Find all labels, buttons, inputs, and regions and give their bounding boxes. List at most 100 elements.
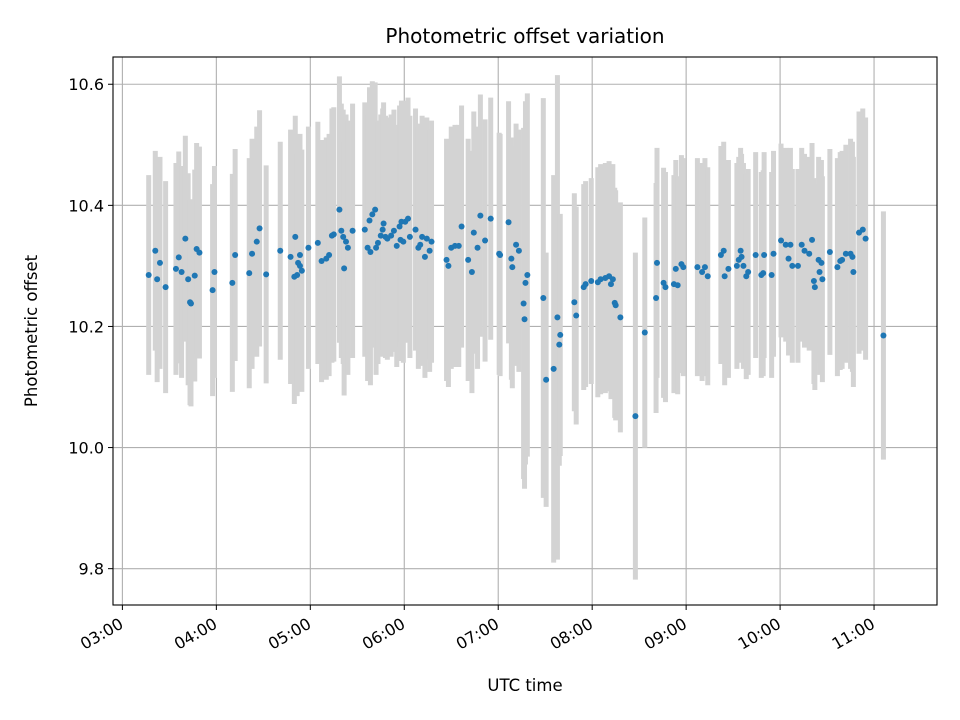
data-point bbox=[377, 232, 384, 239]
data-point bbox=[379, 226, 386, 233]
data-point bbox=[597, 276, 604, 283]
x-tick-label: 04:00 bbox=[171, 614, 220, 654]
data-point bbox=[455, 242, 462, 249]
data-point bbox=[340, 233, 347, 240]
data-point bbox=[458, 223, 465, 230]
data-point bbox=[809, 236, 816, 243]
data-point bbox=[810, 278, 817, 285]
data-point bbox=[421, 253, 428, 260]
data-point bbox=[607, 281, 614, 288]
data-point bbox=[522, 279, 529, 286]
x-tick-label: 07:00 bbox=[453, 614, 502, 654]
data-point bbox=[672, 265, 679, 272]
data-point bbox=[393, 242, 400, 249]
data-point bbox=[794, 262, 801, 269]
data-point bbox=[760, 270, 767, 277]
data-point bbox=[839, 256, 846, 263]
data-point bbox=[372, 206, 379, 213]
data-point bbox=[465, 256, 472, 263]
data-point bbox=[880, 332, 887, 339]
data-point bbox=[662, 284, 669, 291]
data-point bbox=[154, 276, 161, 283]
chart-title: Photometric offset variation bbox=[385, 24, 664, 48]
data-point bbox=[798, 241, 805, 248]
x-tick-label: 10:00 bbox=[735, 614, 784, 654]
data-point bbox=[721, 273, 728, 280]
data-point bbox=[364, 244, 371, 251]
data-point bbox=[826, 248, 833, 255]
data-point bbox=[550, 365, 557, 372]
data-point bbox=[428, 238, 435, 245]
data-point bbox=[296, 252, 303, 259]
data-point bbox=[253, 238, 260, 245]
data-point bbox=[612, 302, 619, 309]
data-point bbox=[314, 239, 321, 246]
data-point bbox=[406, 233, 413, 240]
data-point bbox=[405, 215, 412, 222]
data-point bbox=[423, 235, 430, 242]
y-tick-label: 10.0 bbox=[68, 439, 104, 458]
data-point bbox=[417, 241, 424, 248]
data-point bbox=[419, 233, 426, 240]
data-point bbox=[477, 212, 484, 219]
data-point bbox=[172, 265, 179, 272]
data-point bbox=[811, 284, 818, 291]
x-tick-label: 11:00 bbox=[829, 614, 878, 654]
data-point bbox=[582, 281, 589, 288]
data-point bbox=[343, 238, 350, 245]
x-tick-label: 06:00 bbox=[359, 614, 408, 654]
data-point bbox=[654, 259, 661, 266]
data-point bbox=[443, 256, 450, 263]
data-point bbox=[850, 268, 857, 275]
x-tick-label: 08:00 bbox=[547, 614, 596, 654]
data-point bbox=[336, 206, 343, 213]
data-point bbox=[508, 255, 515, 262]
data-point bbox=[862, 235, 869, 242]
data-point bbox=[540, 294, 547, 301]
data-point bbox=[263, 271, 270, 278]
data-point bbox=[556, 341, 563, 348]
y-tick-label: 10.6 bbox=[68, 75, 104, 94]
data-point bbox=[699, 268, 706, 275]
data-point bbox=[617, 314, 624, 321]
data-point bbox=[725, 265, 732, 272]
data-point bbox=[834, 264, 841, 271]
data-point bbox=[196, 249, 203, 256]
data-point bbox=[513, 241, 520, 248]
data-point bbox=[445, 262, 452, 269]
data-point bbox=[816, 268, 823, 275]
data-point bbox=[468, 268, 475, 275]
y-tick-label: 10.2 bbox=[68, 317, 104, 336]
data-point bbox=[232, 252, 239, 259]
data-point bbox=[374, 239, 381, 246]
data-point bbox=[152, 247, 159, 254]
data-point bbox=[761, 252, 768, 259]
data-point bbox=[674, 282, 681, 289]
data-point bbox=[426, 247, 433, 254]
data-point bbox=[515, 247, 522, 254]
x-axis: 03:00 04:00 05:00 06:00 07:00 08:00 09:00 10:00… bbox=[77, 605, 878, 654]
data-point bbox=[366, 217, 373, 224]
data-point bbox=[338, 227, 345, 234]
plot-frame bbox=[112, 56, 938, 606]
data-point bbox=[330, 231, 337, 238]
data-point bbox=[738, 253, 745, 260]
data-point bbox=[704, 273, 711, 280]
data-point bbox=[256, 225, 263, 232]
data-point bbox=[720, 247, 727, 254]
data-point bbox=[801, 247, 808, 254]
data-point bbox=[859, 226, 866, 233]
data-point bbox=[509, 264, 516, 271]
data-point bbox=[341, 265, 348, 272]
data-point bbox=[849, 253, 856, 260]
x-axis-label: UTC time bbox=[487, 676, 562, 695]
data-point bbox=[182, 235, 189, 242]
data-point bbox=[842, 250, 849, 257]
data-point bbox=[369, 211, 376, 218]
data-point bbox=[145, 271, 152, 278]
data-point bbox=[482, 237, 489, 244]
data-point bbox=[694, 264, 701, 271]
data-point bbox=[287, 253, 294, 260]
data-point bbox=[162, 284, 169, 291]
data-point bbox=[178, 268, 185, 275]
